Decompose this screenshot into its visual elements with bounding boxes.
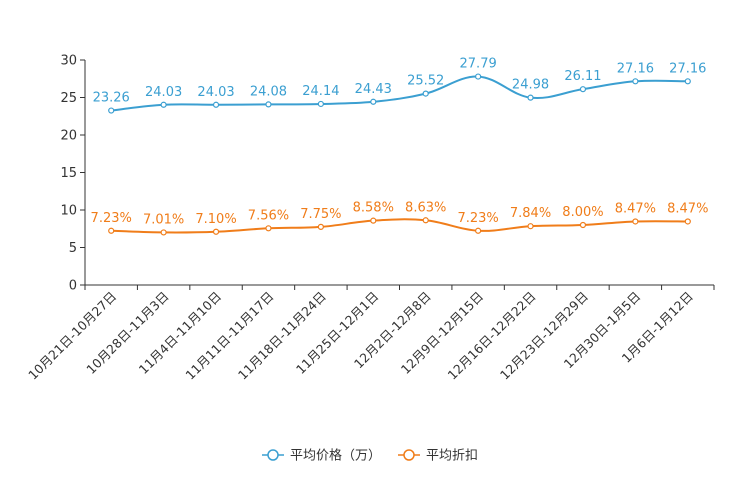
data-point — [370, 217, 377, 224]
data-point — [579, 86, 587, 93]
data-point — [212, 228, 220, 235]
data-label: 7.10% — [195, 212, 236, 227]
data-label: 27.79 — [460, 57, 497, 72]
data-label: 7.01% — [143, 212, 184, 227]
data-point — [265, 101, 272, 108]
data-label: 24.03 — [197, 85, 234, 100]
data-label: 7.23% — [91, 211, 132, 226]
legend-label-1: 平均价格（万） — [290, 448, 381, 464]
data-point — [108, 107, 115, 114]
x-tick-label: 10月21日-10月27日 — [25, 289, 119, 383]
data-point — [108, 227, 115, 234]
data-label: 24.43 — [355, 82, 392, 97]
data-label: 26.11 — [564, 69, 601, 84]
y-tick-label: 0 — [69, 279, 77, 294]
data-point — [684, 78, 691, 85]
data-label: 24.98 — [512, 78, 549, 93]
x-tick-label: 11月18日-11月24日 — [235, 289, 329, 383]
data-label: 8.63% — [405, 200, 446, 215]
data-label: 7.84% — [510, 206, 551, 221]
data-point — [527, 223, 534, 230]
series-line-2 — [111, 218, 688, 234]
data-point — [684, 218, 691, 225]
x-tick-label: 12月23日-12月29日 — [497, 289, 591, 383]
data-label: 24.03 — [145, 85, 182, 100]
data-point — [317, 223, 324, 230]
data-point — [422, 217, 429, 224]
data-point — [632, 78, 639, 85]
series-line-1 — [111, 75, 688, 112]
data-point — [160, 101, 167, 108]
y-tick-label: 25 — [60, 91, 77, 106]
legend-marker-2 — [403, 449, 415, 461]
x-tick-label: 12月16日-12月22日 — [445, 289, 539, 383]
data-point — [160, 229, 167, 236]
data-label: 27.16 — [617, 61, 654, 76]
y-tick-label: 10 — [60, 204, 77, 219]
data-point — [475, 227, 482, 234]
data-label: 8.00% — [562, 205, 603, 220]
data-label: 7.75% — [300, 207, 341, 222]
data-point — [579, 221, 587, 229]
y-tick-label: 15 — [60, 166, 77, 181]
data-point — [632, 218, 639, 225]
data-label: 8.47% — [615, 201, 656, 216]
data-label: 24.14 — [302, 84, 339, 99]
data-label: 27.16 — [669, 61, 706, 76]
data-point — [370, 98, 377, 105]
legend-marker-1 — [267, 449, 279, 461]
y-tick-label: 20 — [60, 129, 77, 144]
x-tick-label: 11月11日-11月17日 — [182, 289, 276, 383]
y-tick-label: 5 — [69, 241, 77, 256]
data-label: 8.58% — [353, 201, 394, 216]
data-point — [422, 90, 429, 97]
data-point — [317, 100, 324, 108]
data-point — [527, 94, 534, 101]
data-label: 7.56% — [248, 208, 289, 223]
y-tick-label: 30 — [60, 54, 77, 69]
data-point — [475, 73, 482, 80]
data-label: 24.08 — [250, 84, 287, 99]
data-label: 25.52 — [407, 74, 444, 89]
legend-label-2: 平均折扣 — [426, 449, 478, 464]
data-label: 23.26 — [93, 91, 130, 106]
data-point — [212, 101, 220, 108]
data-label: 8.47% — [667, 201, 708, 216]
data-label: 7.23% — [457, 211, 498, 226]
data-point — [265, 225, 272, 232]
